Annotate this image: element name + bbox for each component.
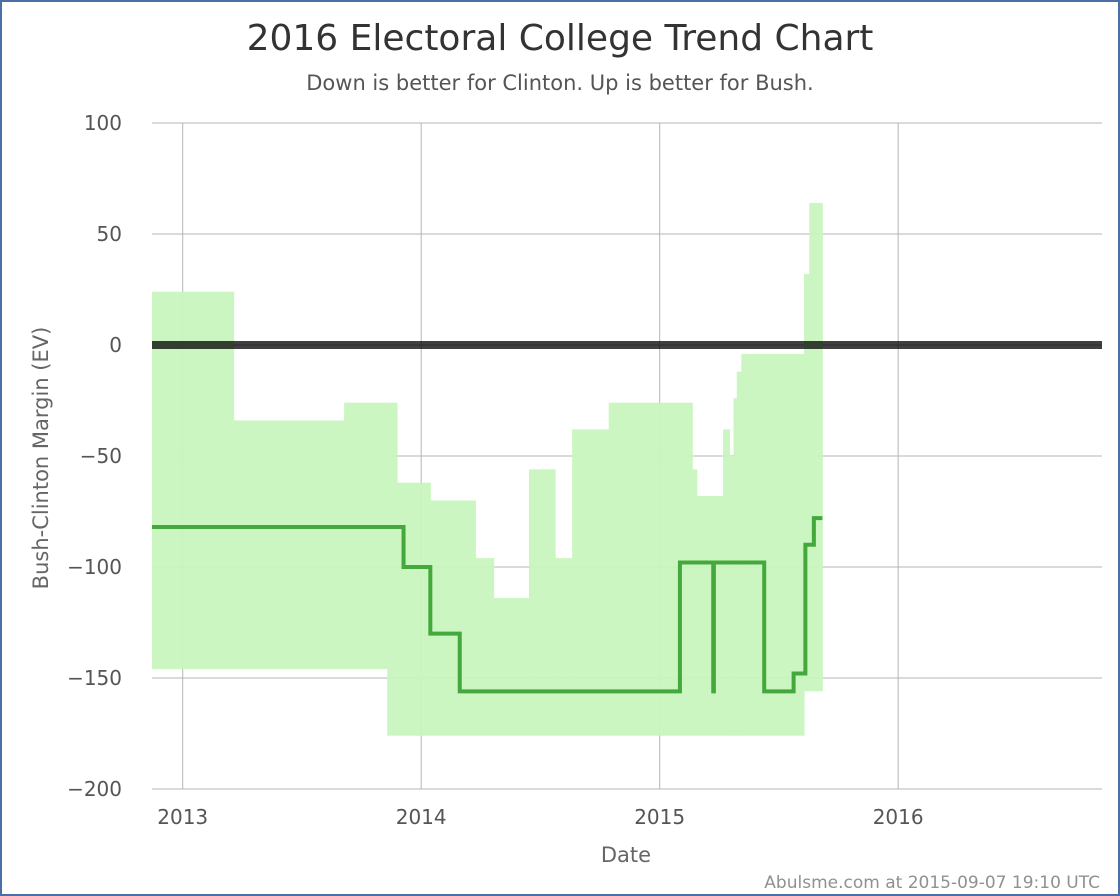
x-tick-label: 2015 [634,805,685,829]
y-tick-label: −50 [80,444,122,468]
range-band-segment [387,402,398,736]
y-tick-label: 100 [84,111,122,135]
y-axis-label: Bush-Clinton Margin (EV) [29,327,53,590]
range-band-segment [430,500,476,736]
range-band-segment [729,456,734,736]
range-band-segment [344,402,388,670]
range-band-segment [723,429,731,736]
range-band-segment [233,420,345,670]
y-tick-label: 0 [109,333,122,357]
x-tick-label: 2016 [873,805,924,829]
range-band-segment [696,495,724,736]
range-band-segment [397,482,431,736]
x-tick-labels: 2013 2014 2015 2016 [157,805,923,829]
credit-text: Abulsme.com at 2015-09-07 19:10 UTC [764,873,1100,893]
range-band-segment [475,558,495,736]
range-band-segment [152,291,235,670]
range-band-segment [572,429,610,736]
range-band-segment [733,398,738,736]
margin-line [152,516,823,694]
chart-subtitle: Down is better for Clinton. Up is better… [306,71,813,95]
chart-title: 2016 Electoral College Trend Chart [247,18,874,59]
range-band-segment [528,469,556,736]
x-axis-label: Date [601,843,651,867]
range-band-segment [555,558,573,736]
range-band-segment [493,598,530,736]
range-band-segment [809,202,823,692]
y-tick-labels: 100 50 0 −50 −100 −150 −200 [67,111,122,801]
y-tick-label: −150 [67,666,122,690]
y-tick-label: 50 [97,222,122,246]
range-band [152,202,823,736]
y-tick-label: −100 [67,555,122,579]
x-tick-label: 2014 [396,805,447,829]
range-band-segment [692,469,698,736]
x-tick-label: 2013 [157,805,208,829]
margin-series [152,516,823,694]
range-band-segment [736,371,742,736]
y-tick-label: −200 [67,777,122,801]
range-band-segment [804,273,810,692]
